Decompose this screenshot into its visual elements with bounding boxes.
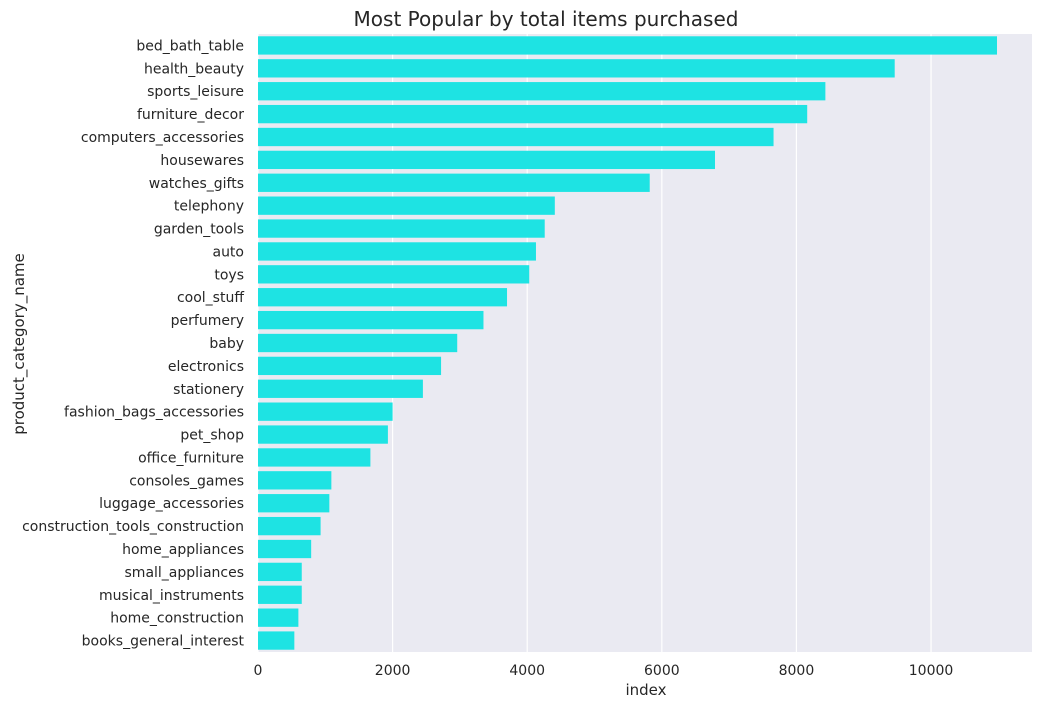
y-tick-label: computers_accessories xyxy=(81,130,244,146)
bar-small_appliances xyxy=(258,562,302,582)
y-tick-label: auto xyxy=(212,244,244,260)
bar-home_construction xyxy=(258,608,299,627)
y-tick-label: housewares xyxy=(160,153,244,169)
y-tick-label: baby xyxy=(209,336,244,352)
bar-furniture_decor xyxy=(258,104,808,124)
y-tick-label: consoles_games xyxy=(129,473,244,489)
bar-sports_leisure xyxy=(258,82,826,101)
x-tick-label: 10000 xyxy=(909,663,954,679)
y-tick-label: toys xyxy=(214,267,244,283)
y-tick-label: stationery xyxy=(173,382,244,398)
y-tick-label: sports_leisure xyxy=(147,84,244,100)
y-tick-label: small_appliances xyxy=(125,565,244,581)
bar-health_beauty xyxy=(258,59,895,78)
bar-telephony xyxy=(258,196,555,215)
chart-title: Most Popular by total items purchased xyxy=(354,7,739,31)
y-tick-label: musical_instruments xyxy=(99,588,244,604)
bar-musical_instruments xyxy=(258,585,302,604)
x-axis-label: index xyxy=(625,681,666,699)
y-tick-label: office_furniture xyxy=(138,450,244,466)
y-tick-label: fashion_bags_accessories xyxy=(64,405,244,421)
y-tick-label: cool_stuff xyxy=(177,290,244,306)
bar-construction_tools_construction xyxy=(258,516,321,536)
x-tick-labels: 0 2000 4000 6000 8000 10000 xyxy=(254,663,954,679)
y-tick-label: health_beauty xyxy=(144,61,244,77)
bar-home_appliances xyxy=(258,539,312,559)
y-tick-label: luggage_accessories xyxy=(99,496,244,512)
y-tick-label: pet_shop xyxy=(180,428,244,444)
y-tick-label: electronics xyxy=(168,359,244,375)
bars xyxy=(258,36,998,650)
bar-luggage_accessories xyxy=(258,494,330,513)
bar-auto xyxy=(258,242,536,261)
bar-perfumery xyxy=(258,310,484,330)
bar-toys xyxy=(258,265,530,284)
x-tick-label: 2000 xyxy=(375,663,411,679)
bar-pet_shop xyxy=(258,425,388,444)
y-tick-label: books_general_interest xyxy=(82,634,245,650)
x-tick-label: 8000 xyxy=(779,663,815,679)
bar-housewares xyxy=(258,150,715,170)
y-tick-label: construction_tools_construction xyxy=(22,519,244,535)
bar-books_general_interest xyxy=(258,631,295,650)
y-tick-label: garden_tools xyxy=(154,222,244,238)
y-tick-label: telephony xyxy=(174,199,244,215)
x-tick-label: 4000 xyxy=(509,663,545,679)
y-tick-label: home_construction xyxy=(110,611,244,627)
x-tick-label: 0 xyxy=(254,663,263,679)
bar-garden_tools xyxy=(258,219,545,238)
x-tick-label: 6000 xyxy=(644,663,680,679)
bar-consoles_games xyxy=(258,471,332,490)
bar-electronics xyxy=(258,356,442,376)
bar-baby xyxy=(258,333,458,353)
y-tick-label: bed_bath_table xyxy=(136,38,244,54)
y-tick-label: home_appliances xyxy=(122,542,244,558)
bar-cool_stuff xyxy=(258,288,508,307)
bar-computers_accessories xyxy=(258,127,774,147)
y-tick-label: furniture_decor xyxy=(137,107,244,123)
bar-stationery xyxy=(258,379,423,398)
bar-fashion_bags_accessories xyxy=(258,402,393,421)
y-tick-label: perfumery xyxy=(171,313,244,329)
y-tick-label: watches_gifts xyxy=(149,176,244,192)
y-tick-labels: bed_bath_table health_beauty sports_leisur… xyxy=(22,38,244,649)
bar-bed_bath_table xyxy=(258,36,998,55)
bar-watches_gifts xyxy=(258,173,650,192)
y-axis-label: product_category_name xyxy=(10,253,29,435)
bar-office_furniture xyxy=(258,448,371,467)
